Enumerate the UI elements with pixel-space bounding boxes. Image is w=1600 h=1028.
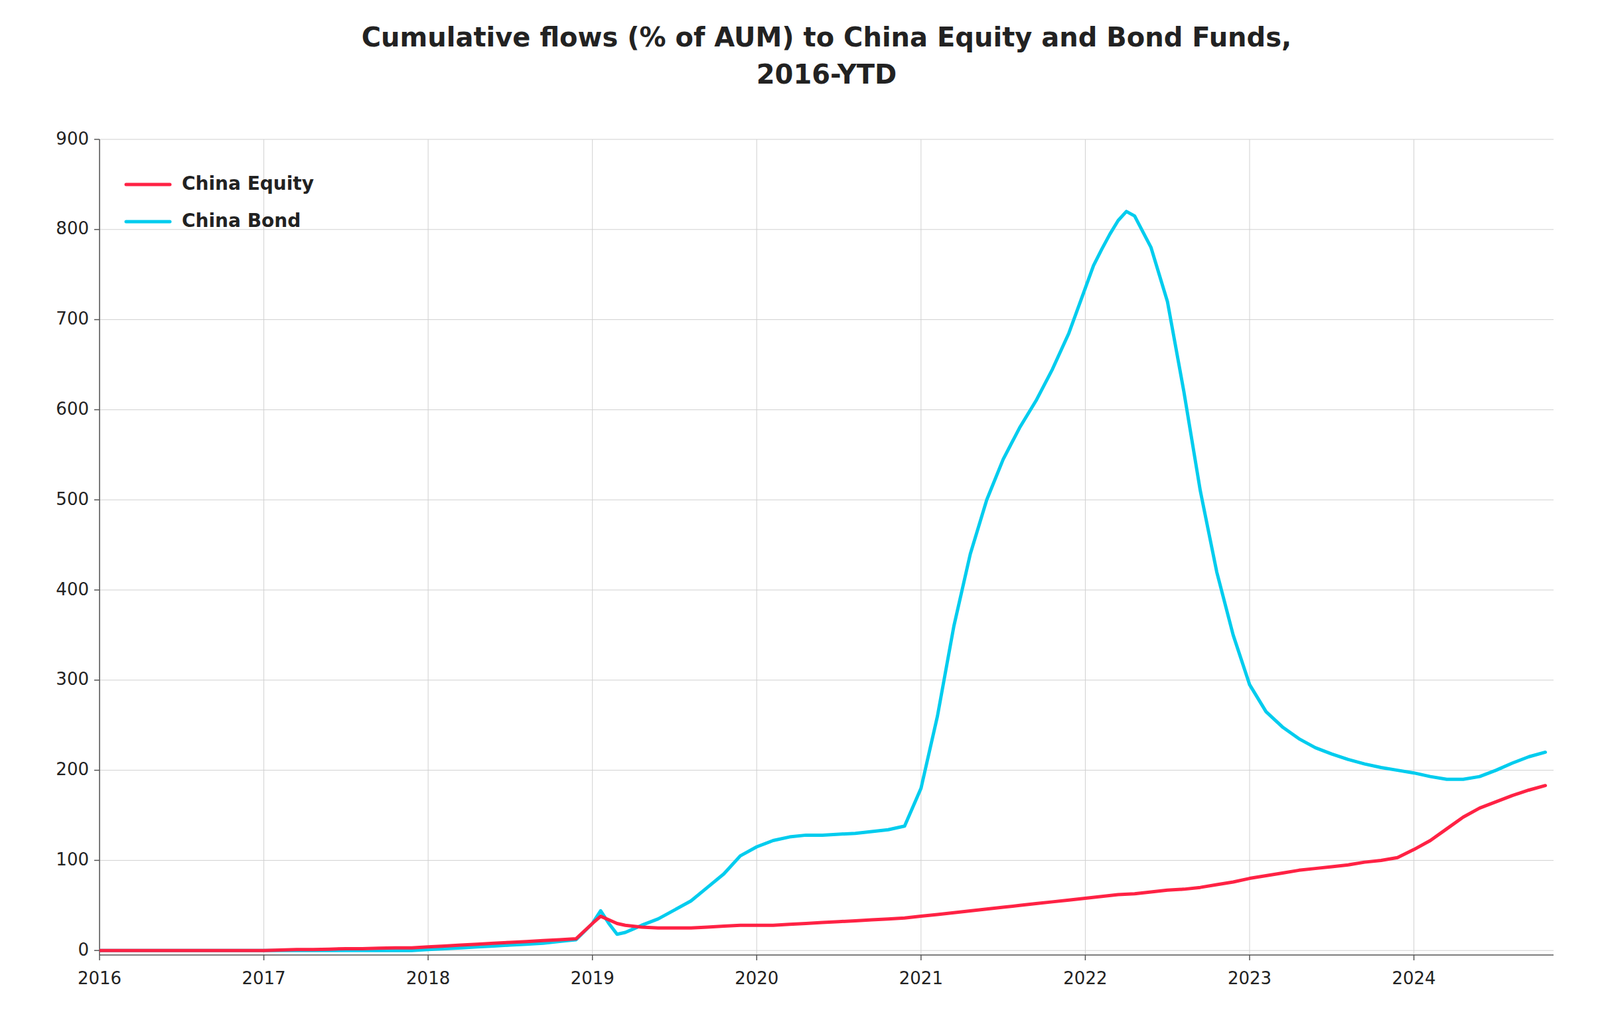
- y-grid-line: [99, 589, 1554, 591]
- y-tick-label: 100: [55, 849, 89, 870]
- legend: China Equity China Bond: [126, 172, 314, 232]
- x-tick-label: 2024: [1391, 968, 1436, 989]
- series-line: [99, 211, 1546, 951]
- y-tick: [94, 679, 100, 681]
- y-tick-label: 200: [55, 759, 89, 780]
- x-tick-label: 2019: [570, 968, 615, 989]
- legend-swatch: [126, 183, 170, 187]
- axes: 0 100 200 300 400 500 600 700 800 900 2016 2017 2018…: [55, 128, 1436, 989]
- y-tick: [94, 319, 100, 321]
- x-grid-line: [263, 139, 265, 955]
- x-tick: [1413, 954, 1415, 961]
- background: [0, 0, 1600, 1028]
- x-tick-label: 2017: [241, 968, 286, 989]
- x-tick: [1085, 954, 1087, 961]
- legend-label: China Equity: [181, 172, 314, 195]
- y-tick: [94, 769, 100, 772]
- y-grid-line: [99, 860, 1554, 861]
- y-tick-label: 700: [55, 308, 89, 329]
- y-tick: [94, 499, 100, 501]
- y-tick: [94, 409, 100, 411]
- x-grid-line: [1085, 139, 1086, 955]
- x-tick: [263, 954, 265, 961]
- x-grid-line: [99, 139, 101, 955]
- y-tick-label: 900: [55, 128, 89, 149]
- y-tick: [94, 228, 100, 231]
- x-tick: [98, 954, 101, 961]
- series-line: [99, 785, 1546, 951]
- x-tick: [1248, 954, 1251, 961]
- y-tick: [94, 589, 100, 591]
- x-tick: [591, 954, 594, 961]
- y-tick-label: 600: [55, 398, 89, 419]
- x-grid-line: [1413, 139, 1415, 955]
- plot-area: [99, 211, 1546, 951]
- x-tick-label: 2016: [77, 968, 122, 989]
- y-grid-line: [99, 769, 1554, 771]
- y-tick-label: 0: [77, 939, 89, 960]
- y-grid-line: [99, 409, 1554, 411]
- x-tick: [920, 954, 922, 961]
- x-tick-label: 2023: [1227, 968, 1272, 989]
- y-tick: [94, 860, 100, 862]
- x-grid-line: [591, 139, 593, 955]
- y-tick-label: 500: [55, 489, 89, 510]
- y-tick: [94, 949, 100, 951]
- y-grid-line: [99, 679, 1554, 681]
- y-tick: [94, 138, 100, 141]
- x-tick-label: 2021: [899, 968, 944, 989]
- y-tick-label: 400: [55, 579, 89, 600]
- x-grid-line: [756, 139, 758, 955]
- x-tick: [427, 954, 429, 961]
- title: Cumulative flows (% of AUM) to China Equ…: [361, 21, 1292, 90]
- y-tick-label: 300: [55, 668, 89, 689]
- x-tick-label: 2020: [734, 968, 779, 989]
- y-tick-label: 800: [55, 218, 89, 239]
- y-grid-line: [99, 139, 1554, 141]
- x-tick-label: 2022: [1063, 968, 1107, 989]
- legend-swatch: [126, 220, 170, 224]
- legend-label: China Bond: [181, 209, 301, 232]
- y-axis-line: [98, 139, 101, 955]
- x-grid-line: [1248, 139, 1250, 955]
- y-grid-line: [99, 228, 1554, 230]
- x-grid-line: [920, 139, 922, 955]
- grid: [99, 139, 1554, 955]
- x-tick-label: 2018: [406, 968, 450, 989]
- x-axis-line: [99, 954, 1554, 956]
- y-grid-line: [99, 319, 1554, 320]
- chart: Cumulative flows (% of AUM) to China Equ…: [0, 0, 1600, 1028]
- y-grid-line: [99, 499, 1554, 501]
- x-tick: [756, 954, 758, 961]
- x-grid-line: [428, 139, 429, 955]
